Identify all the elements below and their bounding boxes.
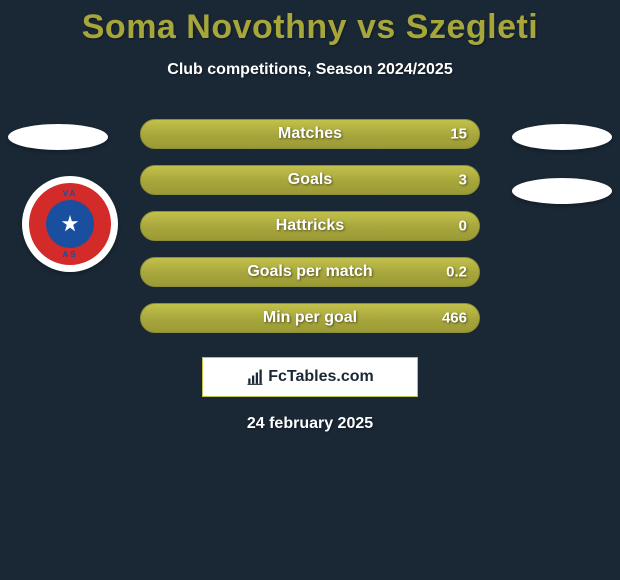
club-center-icon [59,213,81,235]
stat-value: 3 [459,172,467,189]
date-text: 24 february 2025 [0,415,620,433]
stat-value: 466 [442,310,467,327]
club-badge-ring: VA AS [29,183,111,265]
stat-row-goals: Goals 3 [140,165,480,195]
bar-chart-icon [246,368,264,386]
page-title: Soma Novothny vs Szegleti [0,0,620,47]
stat-label: Goals per match [247,263,372,281]
stat-row-hattricks: Hattricks 0 [140,211,480,241]
player-photo-right-1 [512,124,612,150]
club-text-bottom: AS [62,250,77,259]
stat-value: 0.2 [446,264,467,281]
stat-row-goals-per-match: Goals per match 0.2 [140,257,480,287]
club-badge-center [46,200,94,248]
stat-label: Min per goal [263,309,357,327]
player-photo-left [8,124,108,150]
stat-value: 0 [459,218,467,235]
footer-brand-box[interactable]: FcTables.com [202,357,418,397]
stat-label: Hattricks [276,217,344,235]
stat-label: Matches [278,125,342,143]
stat-label: Goals [288,171,332,189]
club-text-top: VA [63,189,78,198]
stat-row-matches: Matches 15 [140,119,480,149]
stat-row-min-per-goal: Min per goal 466 [140,303,480,333]
player-photo-right-2 [512,178,612,204]
stat-value: 15 [450,126,467,143]
club-badge: VA AS [22,176,118,272]
footer-brand-text: FcTables.com [268,368,374,386]
subtitle: Club competitions, Season 2024/2025 [0,61,620,79]
